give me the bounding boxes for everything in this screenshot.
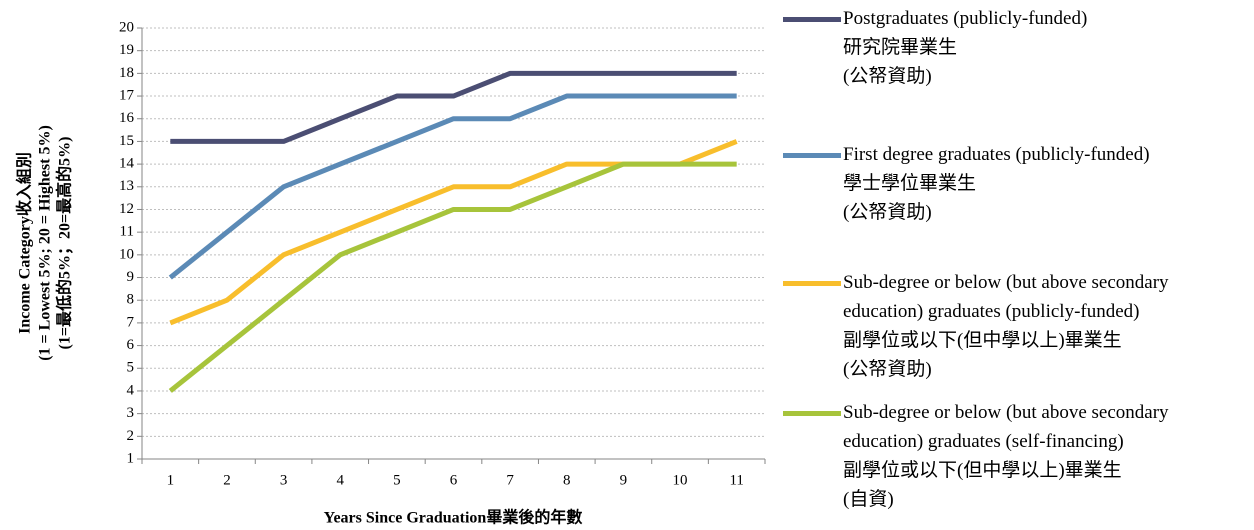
y-tick-label: 15: [119, 133, 134, 149]
y-tick-label: 10: [119, 246, 134, 262]
y-tick-label: 6: [127, 337, 135, 353]
y-axis-title: Income Category收入組別 (1 = Lowest 5%; 20 =…: [15, 125, 74, 361]
y-tick-label: 19: [119, 42, 134, 58]
legend-swatch: [783, 281, 841, 286]
x-tick-label: 3: [280, 472, 288, 488]
y-tick-label: 2: [127, 428, 135, 444]
x-tick-label: 7: [506, 472, 514, 488]
y-tick-label: 12: [119, 201, 134, 217]
x-tick-label: 4: [336, 472, 344, 488]
x-tick-label: 10: [673, 472, 688, 488]
legend-label: Postgraduates (publicly-funded) 研究院畢業生 (…: [843, 8, 1088, 87]
x-axis-title: Years Since Graduation畢業後的年數: [324, 508, 583, 527]
y-tick-label: 17: [119, 87, 135, 103]
y-axis-title-line: Income Category收入組別: [15, 152, 34, 334]
series-line: [170, 70, 737, 144]
legend-swatch: [783, 17, 841, 22]
legend-label: Sub-degree or below (but above secondary…: [843, 402, 1169, 510]
y-tick-label: 18: [119, 65, 134, 81]
y-tick-label: 1: [127, 450, 135, 466]
x-tick-label: 5: [393, 472, 401, 488]
legend-swatch: [783, 153, 841, 158]
y-tick-label: 3: [127, 405, 135, 421]
y-tick-label: 5: [127, 360, 135, 376]
legend-swatch: [783, 411, 841, 416]
series-line: [168, 161, 737, 393]
y-tick-label: 13: [119, 178, 134, 194]
y-tick-label: 11: [120, 224, 134, 240]
y-tick-label: 16: [119, 110, 135, 126]
legend-label: First degree graduates (publicly-funded)…: [843, 144, 1150, 223]
y-tick-label: 8: [127, 292, 135, 308]
y-tick-label: 14: [119, 156, 135, 172]
series-line: [168, 93, 737, 280]
x-tick-label: 9: [620, 472, 628, 488]
x-tick-label: 11: [729, 472, 743, 488]
x-tick-label: 6: [450, 472, 458, 488]
x-tick-label: 1: [167, 472, 175, 488]
y-axis-title-line: (1=最低的5%；20=最高的5%): [55, 137, 74, 350]
x-tick-label: 8: [563, 472, 571, 488]
y-tick-label: 20: [119, 19, 134, 35]
x-tick-label: 2: [223, 472, 231, 488]
y-axis-title-line: (1 = Lowest 5%; 20 = Highest 5%): [37, 125, 54, 361]
y-tick-label: 4: [127, 382, 135, 398]
y-tick-label: 9: [127, 269, 135, 285]
y-tick-label: 7: [127, 314, 135, 330]
legend-label: Sub-degree or below (but above secondary…: [843, 272, 1169, 380]
